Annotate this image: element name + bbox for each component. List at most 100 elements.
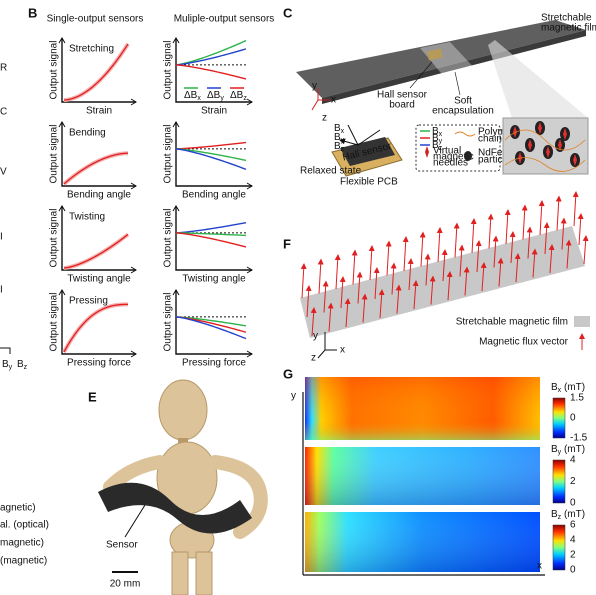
- pcb-label: Flexible PCB: [340, 177, 398, 188]
- needle: [546, 146, 550, 158]
- axis-letter: y: [313, 331, 318, 342]
- curve: [175, 64, 247, 80]
- cut-letter: C: [0, 107, 7, 118]
- curve: [175, 148, 247, 171]
- colorbar-title-base: B: [551, 382, 558, 393]
- colorbar: [552, 524, 566, 571]
- colorbar-title-sub: z: [558, 514, 562, 521]
- flux-vector: [504, 209, 511, 245]
- row-title: Pressing: [69, 296, 108, 307]
- curve-halo: [62, 151, 129, 186]
- needle-label: needles: [433, 158, 468, 169]
- curve: [63, 152, 129, 185]
- legend-entry-sub: x: [197, 95, 201, 102]
- row-title: Twisting: [69, 212, 105, 223]
- encapsulation-label: Soft: [454, 96, 472, 107]
- axis: [61, 38, 136, 103]
- colorbar-tick: 4: [570, 455, 576, 466]
- flux-vector: [334, 254, 341, 290]
- flux-vector: [300, 263, 307, 299]
- x-label: Twisting angle: [67, 274, 131, 285]
- flux-vector: [368, 245, 375, 281]
- panel-label: E: [88, 389, 97, 404]
- colorbar-title: Bx (mT): [551, 382, 585, 394]
- flux-vector: [565, 239, 572, 269]
- colorbar-tick: 2: [570, 550, 576, 561]
- chain-icon: [454, 131, 476, 137]
- legend-entry: ΔBy: [207, 90, 224, 102]
- cut-line: (magnetic): [0, 556, 47, 567]
- flux-vector: [441, 249, 448, 282]
- legend-entry-base: B: [432, 126, 439, 137]
- colorbar-title-unit: (mT): [564, 382, 585, 393]
- leader: [454, 71, 461, 96]
- flux-vector: [310, 307, 317, 337]
- vector-label: Bx: [334, 123, 345, 135]
- x-label: Strain: [201, 106, 227, 117]
- x-label: Twisting angle: [182, 274, 246, 285]
- y-label: Output signal: [163, 41, 174, 100]
- axis-arrow: [172, 37, 253, 106]
- legend-entry-base: ΔB: [230, 90, 244, 101]
- colorbar-title-base: B: [551, 509, 558, 520]
- legend-entry-sub: y: [439, 138, 443, 145]
- colorbar-tick: 0: [570, 413, 576, 424]
- curve: [175, 316, 247, 340]
- hall-board: [427, 48, 443, 61]
- flux-vector: [305, 285, 312, 318]
- flux-vector: [521, 204, 528, 240]
- legend-entry: ΔBz: [230, 90, 247, 102]
- axis: [61, 122, 136, 187]
- axis: [317, 332, 337, 359]
- axis-arrow: [172, 121, 253, 190]
- polymer-label: Polyme: [478, 127, 512, 138]
- axis-letter: y: [291, 391, 296, 402]
- panel-label: B: [28, 5, 37, 20]
- column-header: Single-output sensors: [47, 14, 144, 25]
- needle: [528, 139, 532, 151]
- flux-vector: [402, 236, 409, 272]
- axis-letter: x: [340, 345, 345, 356]
- colorbar-title-base: B: [551, 444, 558, 455]
- flux-vector: [538, 200, 545, 236]
- legend-entry-sub: z: [439, 145, 443, 152]
- axis-arrow: [172, 205, 253, 274]
- curve: [175, 148, 247, 162]
- flux-vector: [577, 213, 584, 246]
- cut-by: By: [2, 359, 13, 371]
- axis-letter: z: [311, 353, 316, 364]
- colorbar-title: Bz (mT): [551, 509, 585, 521]
- particle-label: NdFeB: [478, 148, 509, 159]
- vector-label-sub: z: [341, 146, 345, 153]
- cut-line: agnetic): [0, 503, 36, 514]
- column-header: Muliple-output sensors: [174, 14, 275, 25]
- panel-label: C: [283, 5, 293, 20]
- flux-vector: [463, 266, 470, 296]
- legend-entry-sub: x: [439, 131, 443, 138]
- film-edge: [322, 30, 586, 104]
- sensor-label: Sensor: [106, 540, 138, 551]
- hall-chip: [340, 137, 395, 166]
- y-label: Output signal: [163, 209, 174, 268]
- y-label: Output signal: [49, 209, 60, 268]
- row-title: Bending: [69, 128, 106, 139]
- leg: [195, 551, 213, 595]
- legend-entry-sub: z: [243, 95, 247, 102]
- curve: [175, 141, 247, 150]
- hall-board-label: Hall sensor: [377, 90, 428, 101]
- vectors: [340, 124, 381, 145]
- colorbar-tick: 1.5: [570, 393, 584, 404]
- panel-label: F: [283, 236, 291, 251]
- leader: [124, 504, 146, 538]
- y-label: Output signal: [49, 293, 60, 352]
- flux-vector: [470, 218, 477, 254]
- flux-vector: [385, 240, 392, 276]
- legend-entry-sub: y: [220, 95, 224, 102]
- y-label: Output signal: [49, 125, 60, 184]
- y-label: Output signal: [163, 293, 174, 352]
- sensor-strip: [98, 482, 252, 534]
- axis-arrow: [172, 289, 253, 358]
- flux-vector: [378, 289, 385, 319]
- heatmap-shade: [305, 447, 540, 505]
- chains: [504, 129, 586, 172]
